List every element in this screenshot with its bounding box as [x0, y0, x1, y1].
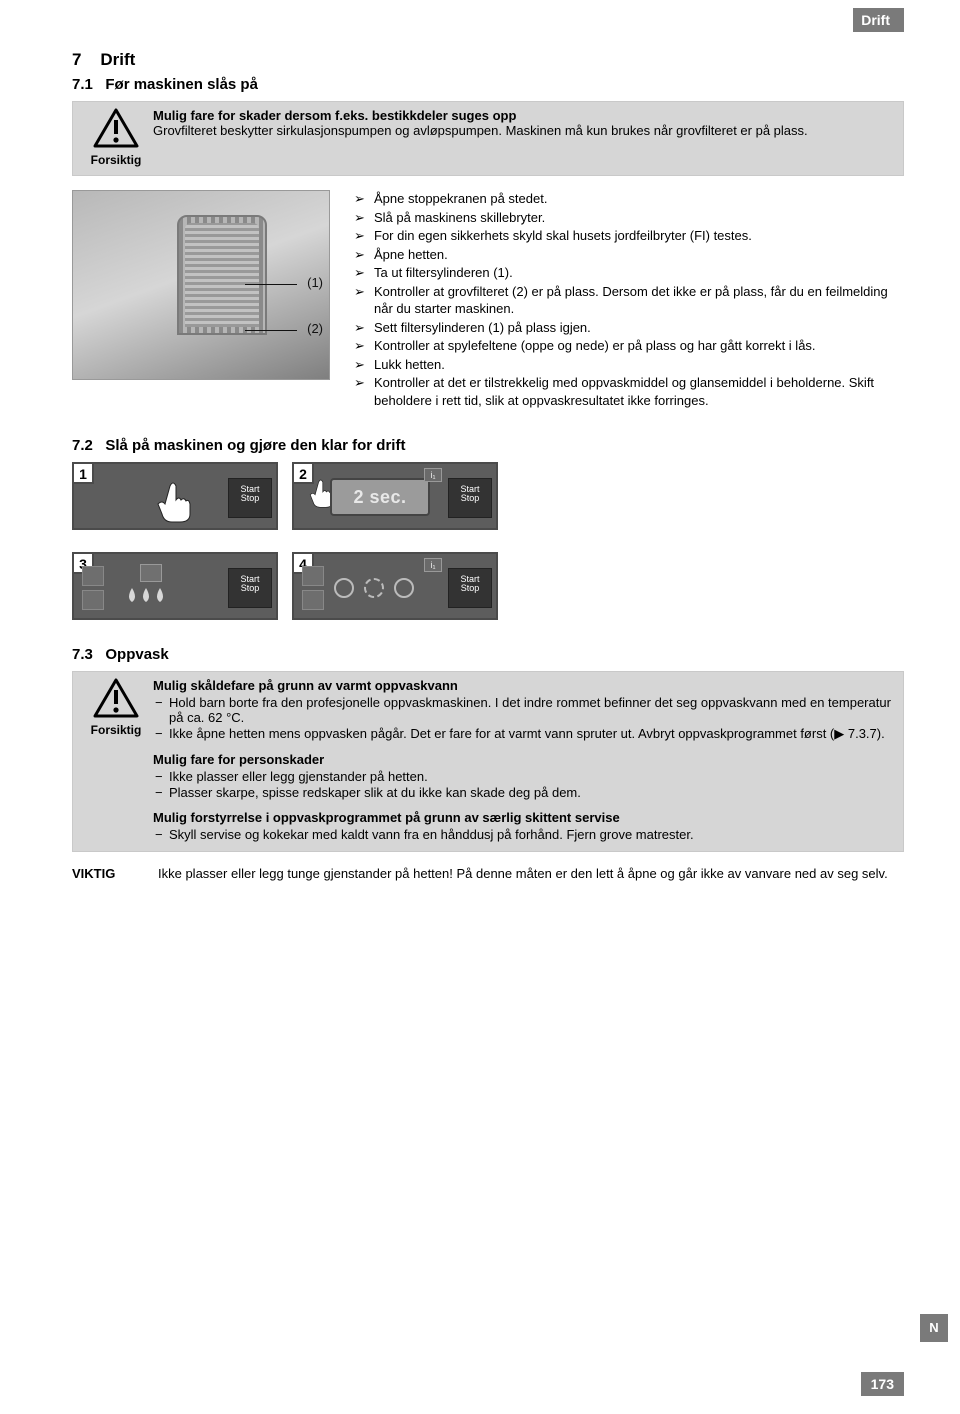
caution-item: Ikke åpne hetten mens oppvasken pågår. D… [153, 726, 895, 742]
caution-group-3: Mulig forstyrrelse i oppvaskprogrammet p… [153, 810, 895, 842]
start-stop-button: StartStop [228, 478, 272, 518]
info-indicator-icon [140, 564, 162, 582]
callout-2-label: (2) [307, 321, 323, 336]
callout-2: (2) [307, 321, 323, 336]
caution-group-1: Mulig skåldefare på grunn av varmt oppva… [153, 678, 895, 742]
step-item: Ta ut filtersylinderen (1). [354, 264, 904, 282]
program-1-icon [334, 578, 354, 598]
section-7-heading: 7 Drift [72, 50, 904, 70]
caution-item: Ikke plasser eller legg gjenstander på h… [153, 769, 895, 784]
language-tab: N [920, 1314, 948, 1342]
important-note: VIKTIG Ikke plasser eller legg tunge gje… [72, 866, 904, 881]
caution-subheading: Mulig forstyrrelse i oppvaskprogrammet p… [153, 810, 895, 825]
figure-and-steps: (1) (2) Åpne stoppekranen på stedet. Slå… [72, 190, 904, 411]
display-2sec: 2 sec. [330, 478, 430, 516]
page-content: 7 Drift 7.1 Før maskinen slås på Forsikt… [0, 0, 960, 911]
caution-list: Skyll servise og kokekar med kaldt vann … [153, 827, 895, 842]
caution-text: Grovfilteret beskytter sirkulasjonspumpe… [153, 123, 895, 138]
caution-box-2: Forsiktig Mulig skåldefare på grunn av v… [72, 671, 904, 852]
section-7-3-heading: 7.3 Oppvask [72, 646, 904, 663]
steps-column: Åpne stoppekranen på stedet. Slå på mask… [354, 190, 904, 411]
program-icons [334, 568, 414, 608]
section-7-1-heading: 7.1 Før maskinen slås på [72, 76, 904, 93]
control-panel-2: 2 2 sec. i₁ StartStop [292, 462, 498, 530]
important-text: Ikke plasser eller legg tunge gjenstande… [158, 866, 904, 881]
caution-body: Mulig skåldefare på grunn av varmt oppva… [153, 678, 895, 843]
small-icons-column [302, 566, 324, 610]
start-stop-button: StartStop [228, 568, 272, 608]
caution-label: Forsiktig [79, 153, 153, 167]
subsection-number: 7.3 [72, 646, 93, 663]
program-2-icon [364, 578, 384, 598]
caution-list: Hold barn borte fra den profesjonelle op… [153, 695, 895, 742]
subsection-title: Før maskinen slås på [105, 76, 258, 93]
caution-item: Plasser skarpe, spisse redskaper slik at… [153, 785, 895, 800]
section-7-2-heading: 7.2 Slå på maskinen og gjøre den klar fo… [72, 437, 904, 454]
step-item: Lukk hetten. [354, 356, 904, 374]
important-label: VIKTIG [72, 866, 140, 881]
caution-label: Forsiktig [79, 723, 153, 737]
subsection-title: Slå på maskinen og gjøre den klar for dr… [105, 437, 405, 454]
header-tab: Drift [853, 8, 904, 32]
caution-box-1: Forsiktig Mulig fare for skader dersom f… [72, 101, 904, 176]
caution-heading: Mulig fare for skader dersom f.eks. best… [153, 108, 895, 123]
caution-item: Hold barn borte fra den profesjonelle op… [153, 695, 895, 725]
section-title: Drift [100, 50, 135, 69]
mode-icon [302, 590, 324, 610]
power-icon [302, 566, 324, 586]
steps-list: Åpne stoppekranen på stedet. Slå på mask… [354, 190, 904, 410]
step-item: For din egen sikkerhets skyld skal huset… [354, 227, 904, 245]
control-panel-4: 4 i₁ StartStop [292, 552, 498, 620]
caution-subheading: Mulig skåldefare på grunn av varmt oppva… [153, 678, 895, 693]
water-drops-icon [126, 588, 166, 610]
leader-line-icon [245, 330, 297, 331]
filter-figure: (1) (2) [72, 190, 330, 380]
program-3-icon [394, 578, 414, 598]
callout-1-label: (1) [307, 275, 323, 290]
info-indicator-icon: i₁ [424, 468, 442, 482]
caution-icon-column: Forsiktig [79, 108, 153, 167]
step-item: Kontroller at spylefeltene (oppe og nede… [354, 337, 904, 355]
caution-list: Ikke plasser eller legg gjenstander på h… [153, 769, 895, 800]
step-item: Sett filtersylinderen (1) på plass igjen… [354, 319, 904, 337]
caution-subheading: Mulig fare for personskader [153, 752, 895, 767]
subsection-title: Oppvask [105, 646, 168, 663]
section-number: 7 [72, 50, 81, 69]
step-item: Kontroller at grovfilteret (2) er på pla… [354, 283, 904, 318]
filter-basket-graphic [177, 215, 267, 335]
control-panel-1: 1 StartStop [72, 462, 278, 530]
warning-triangle-icon [93, 678, 139, 718]
caution-body: Mulig fare for skader dersom f.eks. best… [153, 108, 895, 167]
subsection-number: 7.1 [72, 76, 93, 93]
step-item: Åpne stoppekranen på stedet. [354, 190, 904, 208]
panel-row-1: 1 StartStop 2 2 sec. i₁ StartStop [72, 462, 904, 530]
control-panel-3: 3 StartStop [72, 552, 278, 620]
hand-press-icon [152, 482, 192, 524]
info-indicator-icon: i₁ [424, 558, 442, 572]
subsection-number: 7.2 [72, 437, 93, 454]
step-item: Slå på maskinens skillebryter. [354, 209, 904, 227]
step-item: Kontroller at det er tilstrekkelig med o… [354, 374, 904, 409]
panel-row-2: 3 StartStop 4 i₁ StartStop [72, 552, 904, 620]
fill-level-icon [82, 590, 104, 610]
small-icons-column [82, 566, 104, 610]
caution-icon-column: Forsiktig [79, 678, 153, 843]
start-stop-button: StartStop [448, 478, 492, 518]
page-number: 173 [861, 1372, 904, 1396]
step-badge: 1 [72, 462, 94, 484]
start-stop-button: StartStop [448, 568, 492, 608]
leader-line-icon [245, 284, 297, 285]
warning-triangle-icon [93, 108, 139, 148]
step-item: Åpne hetten. [354, 246, 904, 264]
callout-1: (1) [307, 275, 323, 290]
caution-item: Skyll servise og kokekar med kaldt vann … [153, 827, 895, 842]
power-icon [82, 566, 104, 586]
caution-group-2: Mulig fare for personskader Ikke plasser… [153, 752, 895, 800]
